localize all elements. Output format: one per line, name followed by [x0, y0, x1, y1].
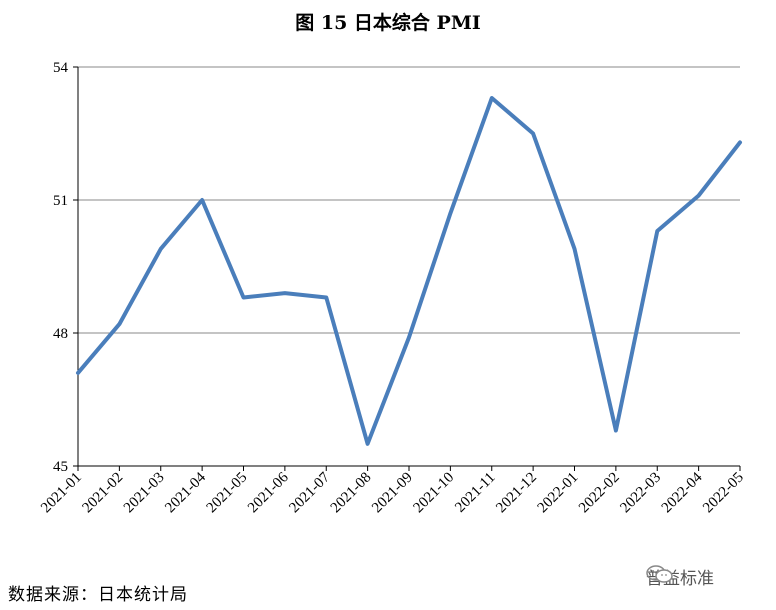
axes [77, 67, 740, 467]
y-tick-label: 54 [53, 60, 69, 76]
x-tick-label: 2021-10 [411, 470, 458, 517]
x-tick-label: 2021-01 [38, 470, 85, 517]
x-tick-label: 2021-07 [286, 469, 333, 516]
chart-title: 图 15 日本综合 PMI [295, 12, 481, 34]
x-tick-label: 2021-11 [452, 470, 498, 516]
source-note: 数据来源：日本统计局 [8, 585, 188, 605]
y-tick-label: 48 [53, 326, 68, 342]
x-tick-label: 2021-05 [204, 470, 251, 517]
gridlines [78, 66, 740, 334]
x-tick-label: 2022-01 [535, 470, 582, 517]
x-tick-label: 2022-02 [576, 470, 623, 517]
x-tick-label: 2021-08 [328, 470, 375, 517]
series-line [76, 96, 742, 446]
x-tick-label: 2021-02 [80, 470, 127, 517]
watermark: 普益标准 [646, 564, 714, 589]
x-axis-ticks: 2021-012021-022021-032021-042021-052021-… [38, 466, 747, 516]
x-tick-label: 2021-03 [121, 470, 168, 517]
wechat-icon [646, 565, 673, 583]
x-tick-label: 2021-09 [369, 470, 416, 517]
y-tick-label: 51 [53, 193, 68, 209]
series-group [76, 96, 742, 446]
x-tick-label: 2022-05 [700, 470, 747, 517]
x-tick-label: 2021-06 [245, 469, 292, 516]
x-tick-label: 2022-03 [617, 470, 664, 517]
x-tick-label: 2021-12 [493, 470, 540, 517]
x-tick-label: 2021-04 [162, 469, 209, 516]
x-tick-label: 2022-04 [659, 469, 706, 516]
y-axis-ticks: 45 48 51 54 [53, 60, 78, 475]
y-tick-label: 45 [53, 459, 68, 475]
